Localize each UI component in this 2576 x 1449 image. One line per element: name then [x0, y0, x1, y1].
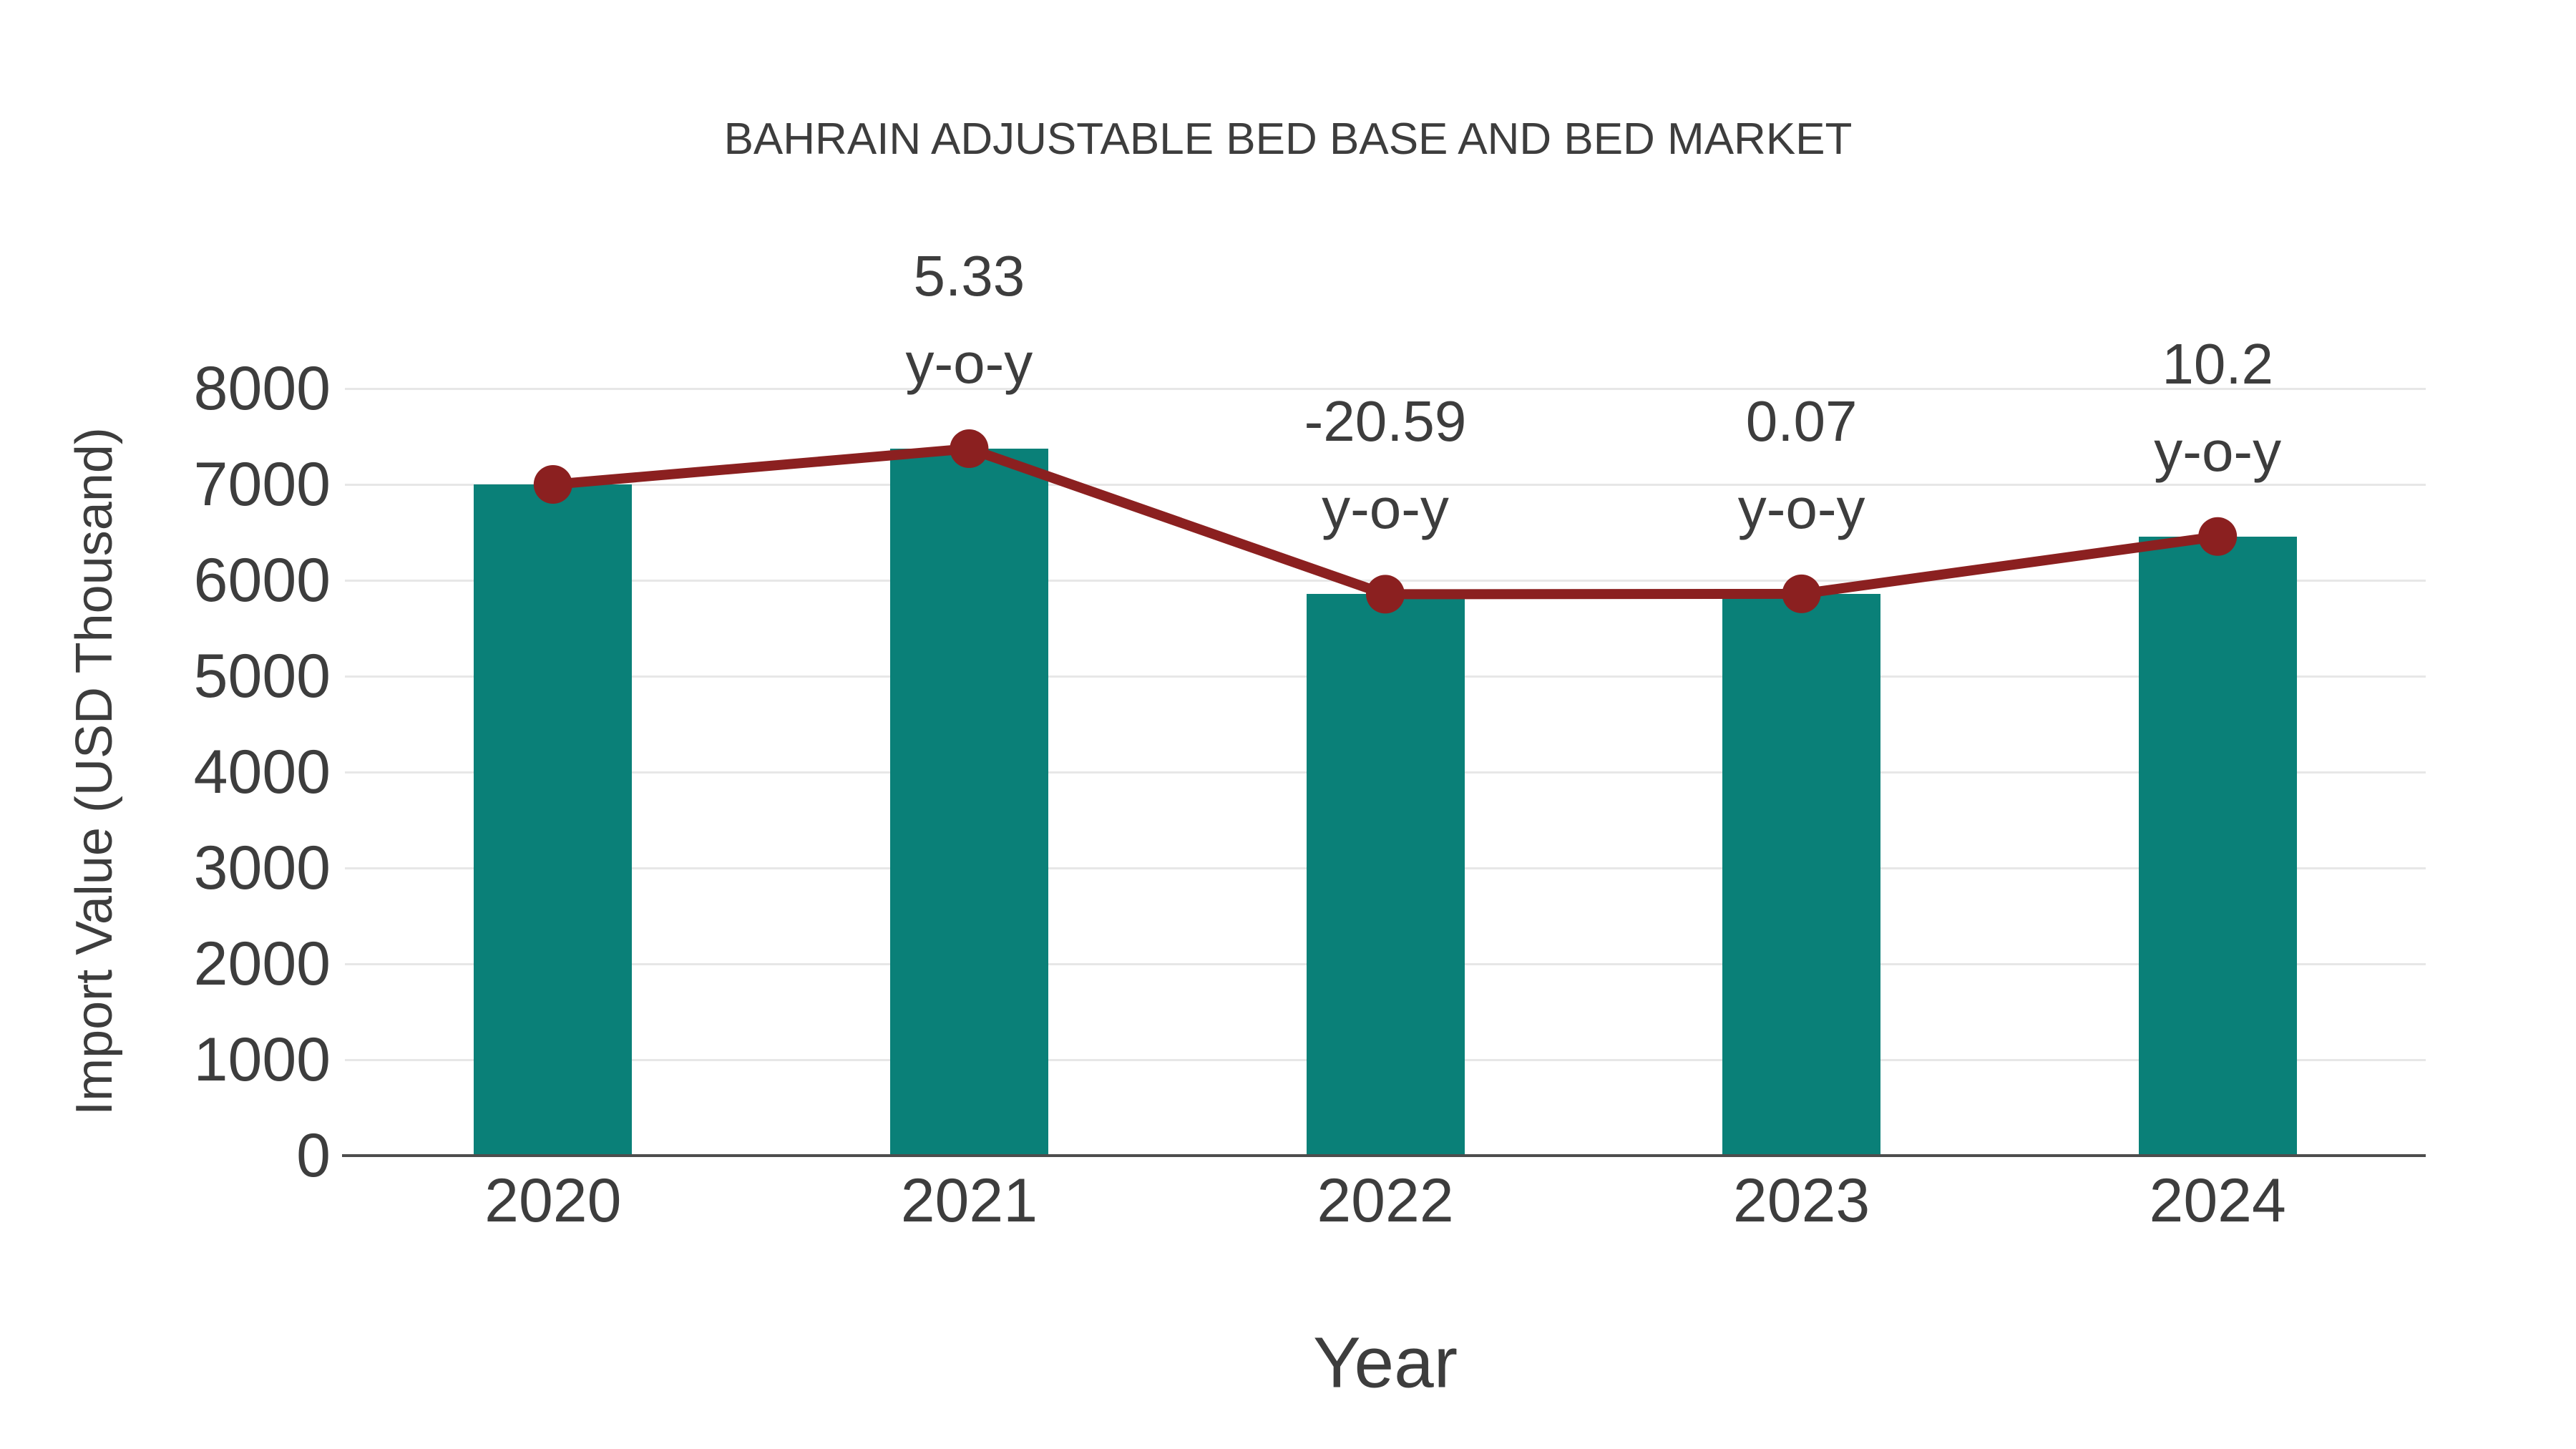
y-tick-3000: 3000 — [193, 834, 331, 902]
x-axis-title: Year — [1312, 1322, 1458, 1403]
x-tick-2022: 2022 — [1317, 1166, 1454, 1235]
y-tick-7000: 7000 — [193, 450, 331, 519]
annotation-2024-line-2: y-o-y — [2154, 419, 2282, 483]
bar-2020 — [474, 484, 633, 1156]
y-tick-6000: 6000 — [193, 546, 331, 615]
annotation-2021: 5.33 y-o-y — [906, 233, 1033, 407]
y-tick-5000: 5000 — [193, 642, 331, 711]
bar-2021 — [889, 449, 1048, 1156]
annotation-2021-line-1: 5.33 — [913, 244, 1025, 308]
annotation-2022-line-1: -20.59 — [1304, 389, 1467, 454]
x-axis-line — [342, 1154, 2426, 1157]
x-tick-2024: 2024 — [2149, 1166, 2286, 1235]
y-tick-4000: 4000 — [193, 738, 331, 806]
bar-2023 — [1722, 593, 1881, 1156]
x-tick-2021: 2021 — [900, 1166, 1038, 1235]
gridline-6000 — [345, 579, 2426, 582]
annotation-2023-line-2: y-o-y — [1737, 476, 1865, 540]
annotation-2022: -20.59 y-o-y — [1304, 378, 1467, 552]
annotation-2024: 10.2 y-o-y — [2154, 321, 2281, 495]
gridline-8000 — [345, 387, 2426, 390]
annotation-2023-line-1: 0.07 — [1745, 389, 1858, 453]
bar-2024 — [2138, 536, 2297, 1156]
x-tick-2020: 2020 — [484, 1166, 622, 1235]
y-tick-0: 0 — [296, 1121, 331, 1190]
annotation-2024-line-1: 10.2 — [2162, 331, 2274, 396]
y-tick-8000: 8000 — [193, 354, 331, 423]
y-tick-1000: 1000 — [193, 1025, 331, 1094]
chart-title: BAHRAIN ADJUSTABLE BED BASE AND BED MARK… — [723, 114, 1853, 164]
annotation-2022-line-2: y-o-y — [1322, 477, 1449, 541]
annotation-2021-line-2: y-o-y — [905, 331, 1033, 396]
y-tick-2000: 2000 — [193, 930, 331, 998]
annotation-2023: 0.07 y-o-y — [1738, 378, 1865, 552]
bar-2022 — [1306, 594, 1465, 1156]
x-tick-2023: 2023 — [1732, 1166, 1870, 1235]
